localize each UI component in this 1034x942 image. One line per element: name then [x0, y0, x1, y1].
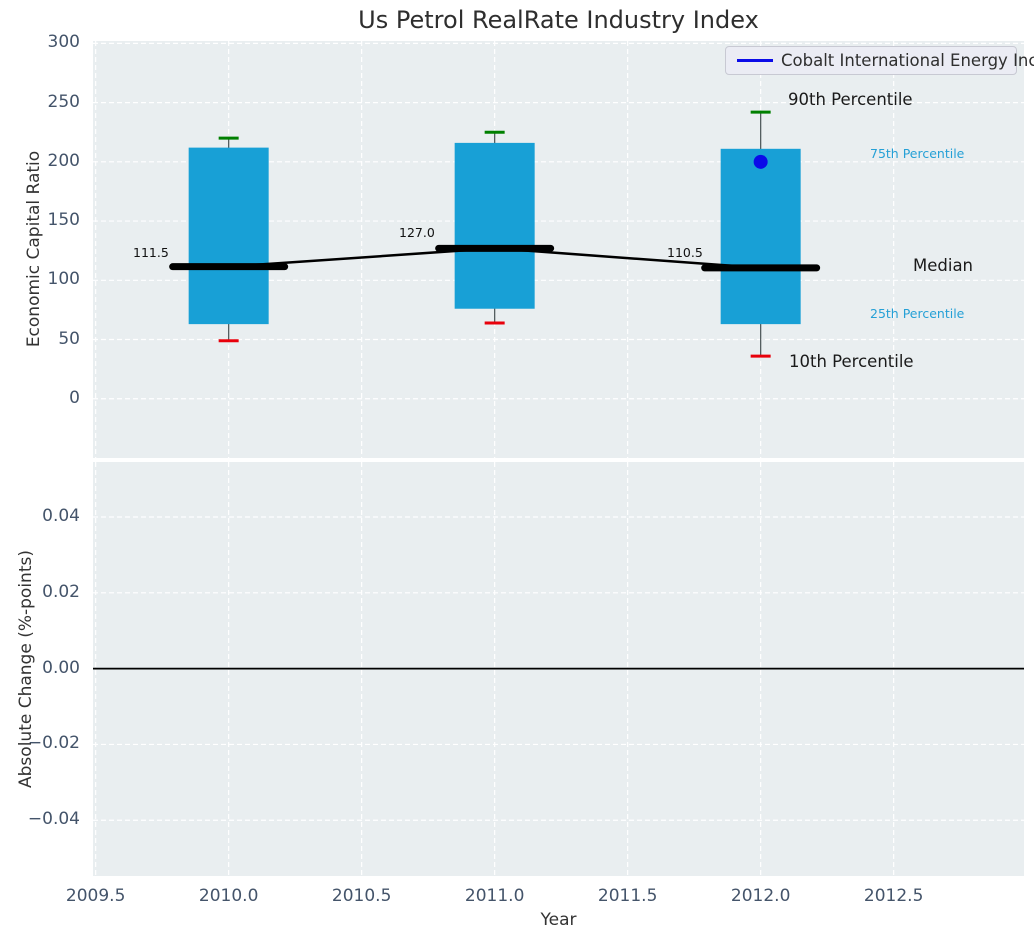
bottom-y-tick-label: 0.04 [42, 505, 80, 526]
bottom-y-axis-label: Absolute Change (%-points) [16, 550, 36, 788]
x-tick-label: 2009.5 [65, 886, 126, 906]
bottom-y-tick-label: 0.02 [42, 581, 80, 602]
chart-title: Us Petrol RealRate Industry Index [358, 6, 759, 34]
top-y-tick-label: 250 [47, 91, 80, 112]
annotation-25th-percentile: 25th Percentile [870, 306, 965, 321]
x-tick-label: 2011.0 [464, 886, 525, 906]
top-y-tick-label: 150 [47, 210, 80, 231]
annotation-10th-percentile: 10th Percentile [789, 352, 914, 371]
annotation-median: Median [913, 256, 974, 275]
bottom-y-tick-label: −0.02 [27, 733, 80, 754]
x-tick-label: 2010.5 [331, 886, 392, 906]
bottom-axes [93, 462, 1024, 876]
top-y-tick-label: 300 [47, 32, 80, 53]
x-tick-label: 2012.5 [863, 886, 924, 906]
x-tick-label: 2010.0 [198, 886, 259, 906]
top-y-axis-label: Economic Capital Ratio [24, 150, 44, 348]
x-tick-label: 2011.5 [597, 886, 658, 906]
legend: Cobalt International Energy Inc [725, 46, 1034, 75]
median-value-label-2010: 111.5 [133, 245, 169, 260]
top-y-tick-label: 100 [47, 269, 80, 290]
median-value-label-2011: 127.0 [399, 225, 435, 240]
annotation-75th-percentile: 75th Percentile [870, 146, 965, 161]
bottom-y-tick-label: −0.04 [27, 809, 80, 830]
legend-line-sample [737, 59, 773, 62]
top-y-tick-label: 200 [47, 150, 80, 171]
annotation-90th-percentile: 90th Percentile [788, 90, 913, 109]
top-y-tick-label: 50 [58, 328, 80, 349]
x-axis-label: Year [540, 910, 577, 930]
bottom-y-tick-label: 0.00 [42, 657, 80, 678]
median-value-label-2012: 110.5 [667, 245, 703, 260]
x-tick-label: 2012.0 [730, 886, 791, 906]
top-y-tick-label: 0 [69, 387, 80, 408]
legend-label: Cobalt International Energy Inc [781, 51, 1034, 70]
